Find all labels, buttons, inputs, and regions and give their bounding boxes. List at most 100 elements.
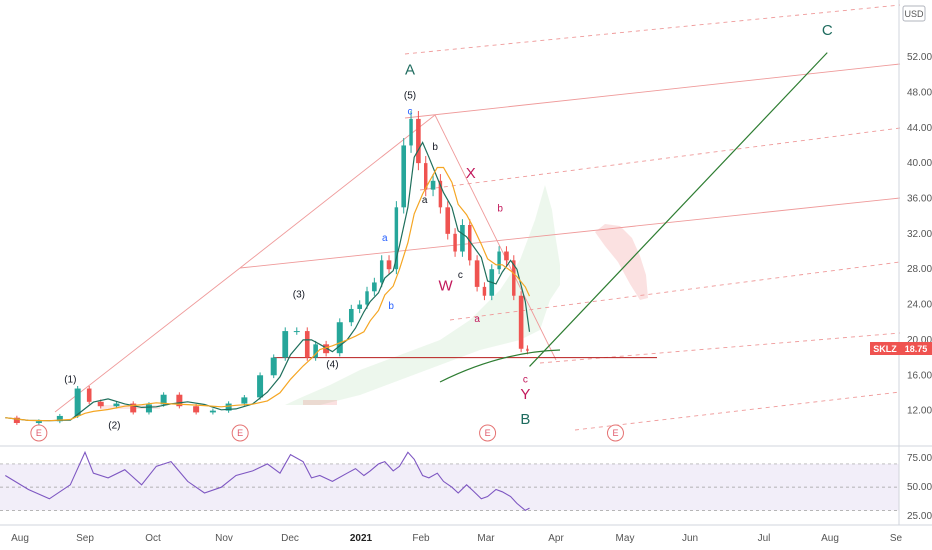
- y-tick-label: 36.00: [907, 193, 932, 204]
- x-tick-label: Dec: [281, 533, 299, 544]
- ichimoku-cloud-red: [595, 224, 648, 300]
- candle-body: [348, 308, 354, 323]
- earnings-icon: [606, 424, 624, 442]
- shading-bar: [303, 400, 337, 405]
- candle-body: [225, 403, 232, 411]
- pitchfork-handle: [239, 114, 436, 269]
- x-tick-label: Aug: [11, 533, 29, 544]
- wave-label: A: [405, 62, 415, 79]
- candle-body: [482, 286, 487, 296]
- x-tick-label: Nov: [215, 533, 233, 544]
- y-tick-label: 32.00: [907, 229, 932, 240]
- shading-bar: [100, 405, 160, 409]
- currency-badge: [902, 5, 926, 22]
- candle-body: [453, 233, 457, 252]
- candle-body: [379, 260, 384, 283]
- earnings-icon: [30, 424, 48, 442]
- wave-label: b: [388, 301, 394, 312]
- x-tick-label: Jun: [682, 533, 698, 544]
- earnings-marker: E: [231, 424, 249, 442]
- candle-body: [160, 394, 167, 405]
- candle-body: [241, 397, 248, 404]
- candle-body: [257, 375, 264, 398]
- rsi-band: [0, 463, 899, 511]
- candle-body: [416, 118, 421, 164]
- candle-body: [86, 388, 92, 402]
- currency-label: USD: [904, 9, 924, 19]
- candle-body: [526, 348, 529, 351]
- wave-label: b: [497, 204, 503, 215]
- x-tick-label: Aug: [821, 533, 839, 544]
- long-ma-line: [439, 349, 561, 383]
- pitchfork-line: [419, 127, 901, 191]
- ichimoku-cloud-green: [285, 185, 560, 405]
- x-tick-label: 2021: [350, 533, 373, 544]
- ticker-label: SKLZ: [873, 344, 897, 354]
- y-tick-label: 16.00: [907, 370, 932, 381]
- candle-body: [401, 145, 407, 208]
- candle-body: [518, 295, 524, 349]
- candle-body: [97, 401, 104, 407]
- x-tick-label: Mar: [477, 533, 495, 544]
- rsi-tick-label: 50.00: [907, 482, 932, 493]
- wave-label: (1): [64, 374, 76, 385]
- wave-label: Y: [520, 386, 530, 403]
- candle-body: [357, 304, 362, 309]
- candle-body: [468, 225, 472, 261]
- wave-label: a: [422, 195, 428, 206]
- x-tick-label: Sep: [76, 533, 94, 544]
- y-tick-label: 20.00: [907, 335, 932, 346]
- wave-label: c: [523, 374, 528, 385]
- candle-body: [386, 260, 392, 270]
- y-tick-label: 28.00: [907, 264, 932, 275]
- candle-body: [460, 225, 465, 252]
- rsi-tick-label: 25.00: [907, 511, 932, 522]
- candle-body: [372, 282, 377, 292]
- pitchfork-line: [449, 261, 901, 321]
- wave-label: (2): [108, 420, 120, 431]
- y-tick-label: 52.00: [907, 52, 932, 63]
- wave-label: X: [466, 165, 476, 182]
- earnings-icon: [479, 424, 497, 442]
- x-tick-label: Se: [890, 533, 903, 544]
- pitchfork-line: [574, 391, 901, 431]
- x-tick-label: Apr: [548, 533, 564, 544]
- earnings-label: E: [612, 428, 618, 438]
- wave-label: c: [408, 107, 413, 118]
- y-tick-label: 44.00: [907, 123, 932, 134]
- candle-body: [304, 331, 310, 358]
- projection-line: [529, 52, 828, 367]
- wave-label: a: [474, 314, 480, 325]
- candle-body: [293, 331, 300, 333]
- candle-body: [336, 322, 343, 354]
- y-tick-label: 24.00: [907, 300, 932, 311]
- earnings-label: E: [36, 428, 42, 438]
- candle-body: [270, 357, 277, 376]
- candle-body: [394, 207, 399, 270]
- candle-body: [176, 394, 183, 407]
- y-tick-label: 12.00: [907, 406, 932, 417]
- earnings-marker: E: [606, 424, 624, 442]
- last-price-tag: [900, 342, 932, 355]
- candle-body: [497, 251, 501, 270]
- last-price-label: 18.75: [905, 344, 928, 354]
- pitchfork-line: [239, 197, 901, 269]
- candle-body: [365, 291, 369, 305]
- earnings-label: E: [237, 428, 243, 438]
- x-tick-label: Oct: [145, 533, 161, 544]
- pitchfork-handle: [54, 267, 241, 413]
- candle-body: [130, 403, 137, 413]
- time-axis: Aug Sep Oct Nov Dec 2021 Feb Mar Apr May Jun Jul Aug…: [0, 524, 932, 544]
- pitchfork-handle: [434, 114, 557, 361]
- earnings-marker: E: [479, 424, 497, 442]
- pitchfork-line: [404, 4, 901, 55]
- candle-body: [313, 344, 318, 358]
- rsi-pane: 75.00 50.00 25.00: [0, 445, 932, 525]
- wave-label: b: [432, 142, 438, 153]
- candle-body: [282, 331, 289, 358]
- candle-body: [13, 417, 20, 424]
- price-axis: USD 52.00 48.00 44.00 40.00 36.00 32.00 28.00 2…: [898, 0, 932, 525]
- candle-body: [113, 403, 120, 407]
